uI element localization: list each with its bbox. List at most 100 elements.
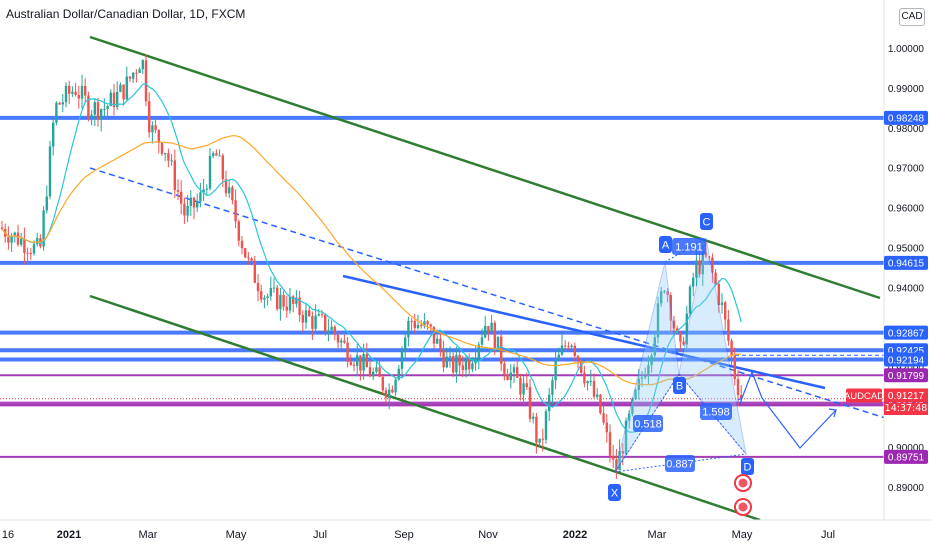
candle-body — [215, 153, 218, 156]
candle-body — [87, 95, 90, 118]
x-tick-label: Jul — [821, 529, 835, 541]
candle-body — [711, 257, 714, 273]
candle-body — [368, 367, 372, 377]
event-flag-ca-icon — [734, 474, 752, 492]
pattern-point-label: A — [662, 240, 670, 252]
candle-body — [250, 258, 253, 261]
candle-body — [688, 286, 692, 314]
candle-body — [298, 297, 301, 315]
candle-body — [426, 321, 429, 325]
channel-top-line — [89, 35, 881, 300]
candle-body — [55, 102, 58, 123]
candle-body — [448, 356, 452, 358]
y-tick-label: 1.00000 — [888, 44, 925, 55]
candle-body — [170, 160, 173, 162]
candle-body — [548, 394, 551, 412]
candle-body — [608, 432, 612, 456]
candle-body — [330, 326, 333, 331]
x-tick-label: Mar — [139, 529, 158, 541]
candle-body — [692, 277, 695, 287]
level-price-tag: 0.91799 — [884, 368, 928, 383]
candle-body — [96, 102, 100, 120]
candle-body — [439, 338, 442, 351]
currency-button[interactable]: CAD — [899, 8, 925, 26]
time-axis-bg — [0, 520, 932, 550]
candle-body — [544, 411, 548, 440]
candle-body — [362, 353, 365, 371]
candle-body — [260, 291, 263, 300]
candle-body — [384, 390, 388, 398]
level-price-tag: 0.89751 — [884, 449, 928, 464]
ma-fast-line — [1, 83, 742, 433]
candle-body — [272, 287, 276, 289]
candle-body — [263, 297, 266, 300]
candle-body — [276, 287, 279, 310]
candle-body — [183, 203, 186, 216]
dashed-trendline — [89, 167, 884, 419]
candle-body — [77, 95, 80, 99]
level-price-tag: 0.98248 — [884, 110, 928, 125]
y-tick-label: 0.90000 — [888, 443, 925, 454]
candle-body — [663, 291, 666, 293]
candle-body — [52, 122, 55, 147]
candle-body — [119, 84, 122, 92]
last-price-tag: AUDCAD 0.91217 — [844, 388, 928, 403]
last-price-value: 0.91217 — [888, 391, 925, 402]
candle-body — [541, 438, 544, 440]
candle-body — [496, 336, 500, 352]
candle-body — [480, 337, 484, 345]
candle-body — [682, 341, 685, 345]
pattern-point-label: X — [611, 488, 619, 500]
candle-body — [308, 310, 311, 317]
candle-body — [138, 69, 141, 73]
candle-body — [708, 256, 711, 258]
pattern-point-label: C — [703, 217, 711, 229]
candle-body — [532, 416, 535, 419]
candle-body — [596, 394, 599, 397]
level-price-text: 0.98248 — [888, 114, 925, 125]
candle-body — [253, 260, 256, 283]
candle-body — [436, 338, 439, 344]
candle-body — [26, 252, 29, 254]
candle-body — [535, 416, 538, 443]
candle-body — [685, 313, 688, 345]
candle-body — [621, 451, 624, 454]
candle-body — [336, 334, 340, 343]
candle-body — [704, 252, 708, 257]
candle-body — [468, 358, 471, 370]
candle-body — [164, 153, 167, 155]
candle-body — [605, 422, 608, 433]
candle-body — [71, 91, 74, 94]
candle-body — [128, 76, 132, 79]
y-tick-label: 0.95000 — [888, 244, 925, 255]
candle-body — [58, 102, 61, 105]
candle-body — [231, 187, 234, 201]
pattern-point-label: B — [676, 381, 683, 393]
x-tick-label: May — [732, 529, 753, 541]
candle-body — [394, 379, 397, 393]
projection-arrowhead-2 — [737, 396, 744, 405]
candle-body — [736, 379, 740, 396]
candle-body — [650, 355, 653, 366]
candle-body — [730, 340, 733, 356]
candle-body — [695, 260, 698, 278]
candle-body — [340, 340, 343, 343]
candle-body — [487, 326, 490, 332]
candle-body — [192, 197, 196, 208]
candle-body — [522, 383, 525, 395]
level-price-tag: 0.94615 — [884, 255, 928, 270]
candle-body — [100, 109, 103, 120]
candle-body — [247, 257, 250, 259]
candle-body — [551, 380, 554, 395]
candle-body — [356, 355, 359, 367]
x-tick-label: Mar — [648, 529, 667, 541]
candle-body — [74, 91, 77, 96]
ma-slow-line — [1, 135, 742, 386]
x-tick-label: May — [226, 529, 247, 541]
candle-body — [327, 330, 330, 332]
candle-body — [516, 367, 519, 378]
candle-body — [36, 238, 39, 244]
candle-body — [576, 356, 580, 361]
